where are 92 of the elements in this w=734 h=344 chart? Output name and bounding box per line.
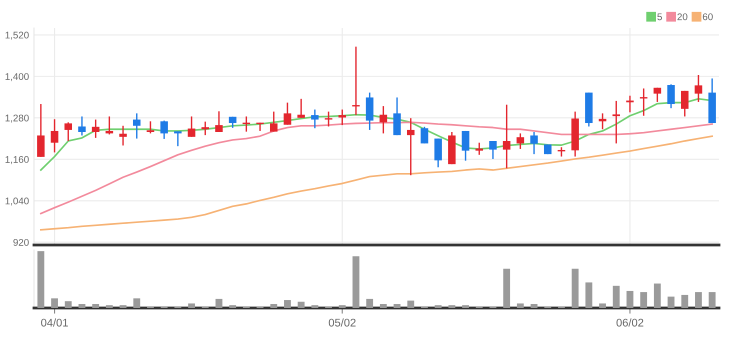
bar	[120, 305, 126, 308]
bar	[530, 304, 538, 308]
bar	[270, 304, 278, 308]
candlestick	[119, 125, 127, 146]
bar	[503, 268, 510, 308]
bar	[572, 268, 579, 308]
bar	[640, 292, 648, 308]
bar	[188, 303, 195, 308]
bar	[229, 305, 236, 308]
candlestick	[311, 108, 319, 129]
candlestick	[406, 117, 415, 176]
candlestick	[558, 146, 566, 158]
candlestick	[489, 140, 497, 160]
bar	[434, 305, 442, 308]
candlestick	[297, 98, 305, 119]
bar	[352, 256, 360, 308]
y-tick-label: 1,400	[6, 73, 29, 82]
bar	[338, 305, 346, 308]
bar	[695, 292, 702, 308]
candlestick	[694, 74, 702, 103]
legend-label: 5	[657, 13, 662, 20]
x-tick-label: 06/02	[616, 318, 644, 327]
bar	[516, 303, 524, 308]
bar	[37, 251, 44, 308]
candlestick	[680, 90, 689, 118]
bar	[599, 303, 606, 308]
x-tick-label: 05/02	[328, 318, 356, 327]
candlestick	[667, 84, 675, 109]
candlestick	[366, 92, 374, 131]
candlestick	[530, 131, 538, 155]
bar	[668, 296, 674, 308]
candlestick	[242, 116, 250, 132]
candlestick	[215, 110, 223, 133]
candlestick	[324, 110, 332, 128]
x-tick-label: 04/01	[41, 318, 68, 327]
candlestick	[598, 112, 606, 130]
candlestick	[106, 116, 114, 136]
bar	[298, 302, 305, 308]
bar	[654, 284, 661, 308]
bar	[708, 292, 716, 308]
candlestick	[475, 142, 484, 156]
bar	[585, 282, 592, 308]
y-tick-label: 1,520	[6, 32, 29, 40]
y-tick-label: 1,160	[6, 156, 29, 164]
y-tick-label: 1,040	[6, 198, 29, 206]
bar	[626, 290, 634, 308]
candlestick	[434, 138, 442, 168]
candlestick	[201, 120, 210, 136]
y-tick-label: 920	[13, 238, 29, 246]
bar	[462, 305, 469, 308]
bar	[78, 304, 86, 308]
candlestick	[160, 120, 168, 140]
bar	[133, 298, 140, 308]
bar	[407, 300, 414, 308]
bar	[366, 298, 374, 308]
candlestick	[626, 95, 634, 114]
bar	[106, 305, 113, 308]
candlestick	[338, 108, 346, 126]
candlestick	[393, 96, 401, 136]
bar	[51, 298, 58, 308]
legend-label: 60	[702, 13, 713, 20]
y-tick-label: 1,280	[6, 114, 29, 123]
candlestick	[352, 46, 360, 116]
candlestick	[516, 132, 524, 150]
bar	[311, 305, 318, 308]
candlestick	[37, 103, 45, 158]
bar	[284, 300, 291, 308]
bar	[92, 304, 100, 308]
bar	[380, 304, 387, 308]
candlestick	[92, 118, 100, 139]
candlestick	[188, 116, 196, 138]
candlestick	[174, 130, 182, 147]
candlestick	[502, 104, 510, 169]
candlestick	[380, 105, 388, 134]
candlestick	[284, 102, 292, 126]
candlestick	[50, 118, 58, 154]
bar	[64, 301, 72, 308]
bar	[681, 294, 688, 308]
candlestick	[64, 122, 72, 142]
candlestick	[640, 88, 648, 116]
candlestick	[654, 87, 662, 103]
candlestick	[420, 126, 428, 144]
candlestick	[132, 112, 141, 140]
bar	[394, 304, 400, 308]
bar	[216, 298, 222, 308]
candlestick	[462, 130, 470, 162]
candlestick	[78, 116, 86, 136]
bar	[612, 286, 620, 308]
bar	[448, 305, 456, 308]
legend-label: 20	[677, 13, 688, 20]
candlestick	[270, 110, 278, 132]
line-series	[40, 135, 713, 231]
